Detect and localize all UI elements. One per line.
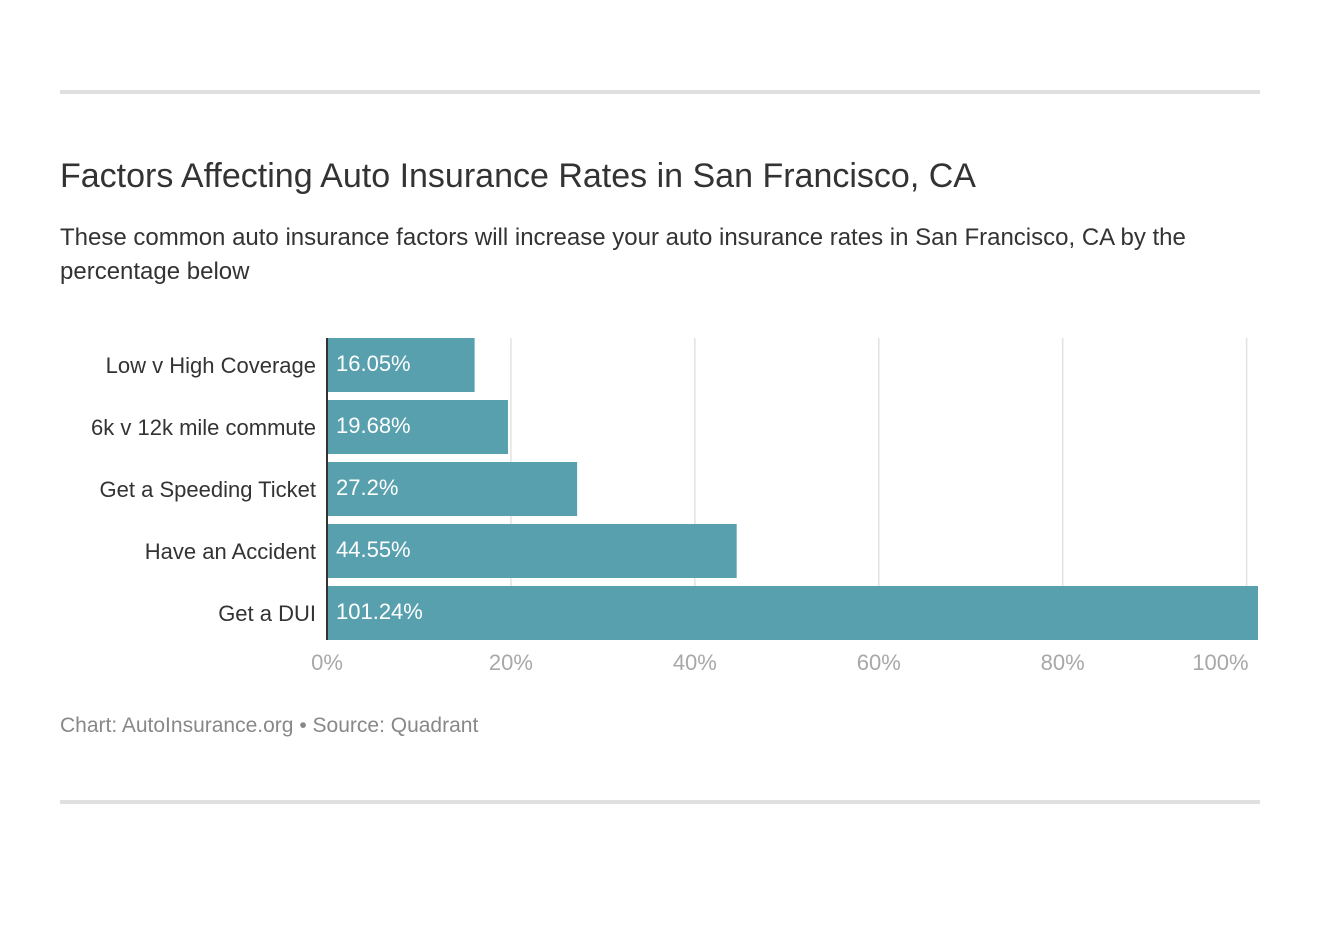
category-label-6k-v-12k-mile-commute: 6k v 12k mile commute	[91, 415, 316, 440]
bottom-divider	[60, 800, 1260, 804]
value-label-get-a-dui: 101.24%	[336, 599, 423, 624]
top-divider	[60, 90, 1260, 94]
x-tick-label-60: 60%	[857, 650, 901, 675]
chart-subtitle: These common auto insurance factors will…	[60, 224, 1186, 285]
bar-get-a-speeding-ticket	[327, 462, 578, 516]
footer-chart-credit: Chart: AutoInsurance.org	[60, 714, 294, 737]
x-tick-label-0: 0%	[311, 650, 343, 675]
bar-6k-v-12k-mile-commute	[327, 400, 508, 454]
category-label-low-v-high-coverage: Low v High Coverage	[106, 353, 316, 378]
x-tick-label-80: 80%	[1041, 650, 1085, 675]
chart-title: Factors Affecting Auto Insurance Rates i…	[60, 157, 976, 195]
category-label-get-a-speeding-ticket: Get a Speeding Ticket	[100, 477, 316, 502]
value-label-get-a-speeding-ticket: 27.2%	[336, 475, 398, 500]
x-tick-label-40: 40%	[673, 650, 717, 675]
value-label-have-an-accident: 44.55%	[336, 537, 411, 562]
x-tick-label-20: 20%	[489, 650, 533, 675]
bar-chart: 16.05% Low v High Coverage 19.68% 6k v 12k …	[91, 338, 1258, 675]
chart-footer: Chart: AutoInsurance.org • Source: Quadr…	[60, 713, 478, 739]
value-label-6k-v-12k-mile-commute: 19.68%	[336, 413, 411, 438]
category-label-get-a-dui: Get a DUI	[218, 601, 316, 626]
footer-source-credit: Source: Quadrant	[312, 714, 479, 737]
category-label-have-an-accident: Have an Accident	[145, 539, 316, 564]
bar-low-v-high-coverage	[327, 338, 475, 392]
x-tick-label-100: 100%	[1192, 650, 1248, 675]
footer-separator: •	[299, 714, 307, 737]
bar-have-an-accident	[327, 524, 737, 578]
value-label-low-v-high-coverage: 16.05%	[336, 351, 411, 376]
bar-get-a-dui	[327, 586, 1258, 640]
